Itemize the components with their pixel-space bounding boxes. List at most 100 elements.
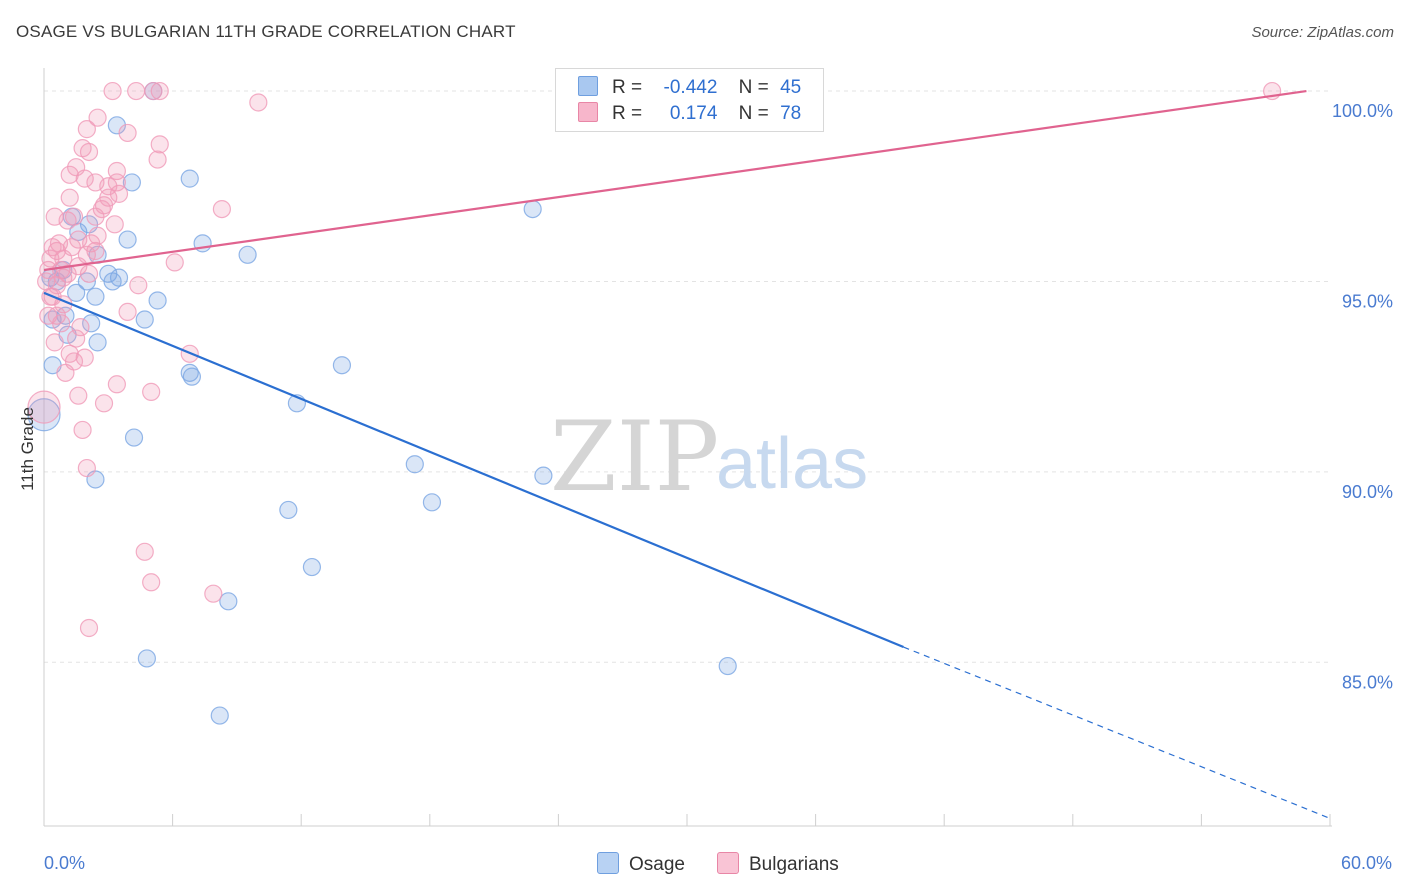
legend-row-bulgarians: R = 0.174 N = 78 [578,102,801,126]
legend-swatch-bulgarians [578,102,598,122]
data-point [103,81,122,101]
data-points [27,81,1282,725]
data-point [77,272,96,291]
data-point [204,584,223,603]
y-tick-label: 100.0% [1332,101,1393,121]
trend-line-bulgarians [43,89,1307,272]
data-point [75,348,94,367]
trend-lines [43,89,1331,819]
data-point [124,428,144,447]
data-point [69,386,88,405]
data-point [71,318,90,337]
y-tick-label: 95.0% [1342,291,1393,311]
data-point [279,500,298,520]
data-point [135,542,154,561]
legend-row-osage: R = -0.442 N = 45 [578,76,801,100]
legend-n-value: 45 [780,77,802,98]
bottom-legend-label: Bulgarians [749,854,839,875]
trend-line-osage [43,291,904,649]
legend-n-value: 78 [780,103,802,124]
data-point [219,592,238,611]
data-point [105,215,124,234]
data-point [332,356,352,375]
bottom-legend-swatch-osage [597,852,619,874]
legend-r-value: -0.442 [663,77,718,98]
y-tick-label: 85.0% [1342,672,1393,692]
data-point [88,333,107,352]
data-point [60,165,79,184]
data-point [165,253,184,272]
data-point [135,310,154,329]
data-point [122,173,141,192]
watermark: ZIP atlas [550,401,868,513]
stats-legend: R = -0.442 N = 45 R = 0.174 N = 78 [555,68,824,132]
legend-r-label: R = [612,77,643,98]
bottom-legend-bulgarians: Bulgarians [717,852,839,876]
data-point [86,207,105,226]
axis-labels: 100.0% 95.0% 90.0% 85.0% 0.0% 60.0% 11th Grade [18,101,1393,873]
data-point [118,302,137,322]
chart-title: OSAGE VS BULGARIAN 11TH GRADE CORRELATIO… [16,22,516,41]
data-point [144,81,163,101]
data-point [150,81,169,101]
data-point [302,557,322,577]
data-point [107,375,126,394]
data-point [88,226,107,245]
data-point [49,234,69,253]
data-point [67,283,86,302]
data-point [88,108,107,127]
data-point [94,394,114,413]
data-point [64,207,84,226]
data-point [534,466,553,485]
data-point [73,420,92,440]
x-tick-label: 60.0% [1341,853,1392,873]
legend-n-label: N = [738,103,769,124]
bottom-legend-osage: Osage [597,852,685,876]
legend-r-value: 0.174 [669,103,718,124]
data-point [75,169,94,188]
trend-line-extension [903,646,1331,819]
data-point [180,169,199,188]
data-point [405,455,424,474]
data-point [86,241,105,261]
bottom-legend-swatch-bulgarians [717,852,739,874]
legend-n-label: N = [738,77,769,98]
data-point [118,123,137,143]
source-label: Source: ZipAtlas.com [1251,24,1394,41]
data-point [47,276,66,295]
data-point [148,150,167,169]
data-point [77,120,96,139]
data-point [142,573,161,592]
data-point [249,93,268,112]
data-point [107,173,126,192]
legend-swatch-osage [578,76,598,96]
bottom-legend-label: Osage [629,854,685,875]
series-bulgarians [27,81,1282,638]
data-point [79,142,99,162]
data-point [523,199,542,219]
data-point [79,618,99,638]
data-point [58,264,77,283]
y-tick-label: 90.0% [1342,482,1393,502]
legend-r-label: R = [612,103,643,124]
data-point [86,287,105,306]
data-point [118,230,137,249]
data-point [182,367,201,386]
data-point [137,649,156,668]
data-point [127,81,146,101]
data-point [92,199,111,219]
x-tick-label: 0.0% [44,853,85,873]
data-point [56,363,75,382]
axes [43,68,1332,827]
data-point [82,314,101,333]
data-point [67,329,86,348]
data-point [109,268,129,287]
data-point [41,249,60,268]
data-point [212,199,231,219]
data-point [27,398,61,432]
y-axis-label: 11th Grade [18,407,37,491]
data-point [142,382,161,401]
data-point [150,135,169,154]
data-point [79,264,99,283]
